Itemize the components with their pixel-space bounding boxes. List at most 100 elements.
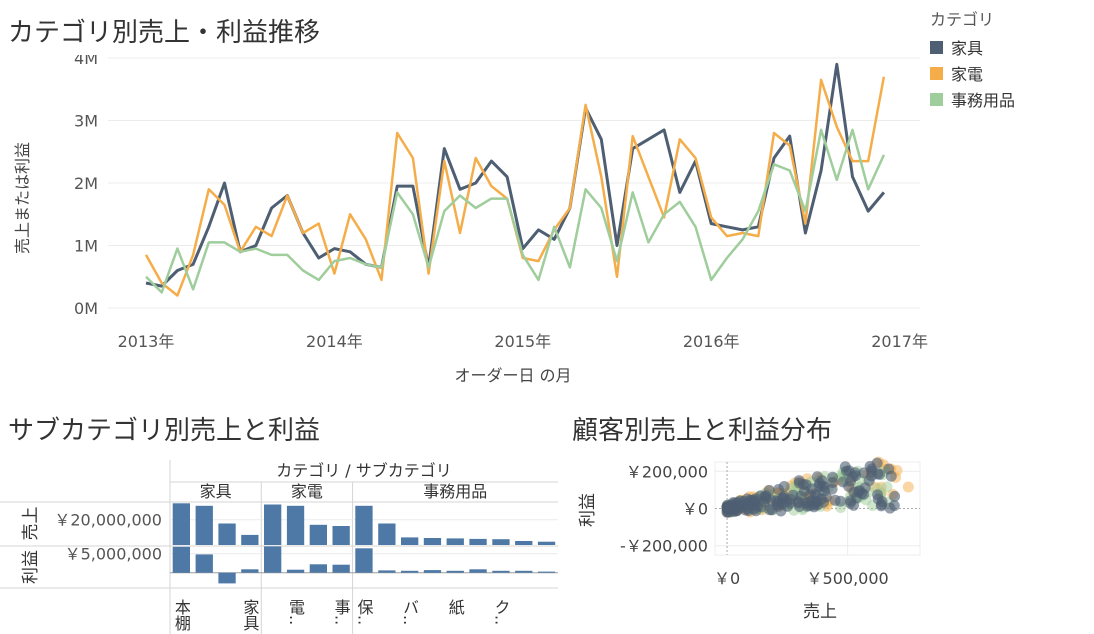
legend-label: 家電 <box>951 65 984 84</box>
line-chart-y-tick: 4M <box>74 55 98 68</box>
line-series-家具 <box>145 62 886 288</box>
bar-売上-4 <box>264 504 282 545</box>
legend-item-electronics[interactable]: 家電 <box>930 60 1015 86</box>
line-series-事務用品 <box>145 128 886 294</box>
bar-利益-0 <box>172 546 190 573</box>
scatter-point-家具 <box>764 504 776 516</box>
bar-chart-category-label: ク.. <box>491 599 510 625</box>
legend-label: 家具 <box>951 39 984 58</box>
legend-item-office-supplies[interactable]: 事務用品 <box>930 86 1015 112</box>
scatter-point-家具 <box>826 483 838 495</box>
bar-売上-3 <box>241 534 259 545</box>
line-chart-y-tick: 1M <box>74 237 98 256</box>
bar-売上-12 <box>446 538 464 545</box>
scatter-point-家具 <box>818 496 829 508</box>
legend-item-furniture[interactable]: 家具 <box>930 34 1015 60</box>
bar-chart-row-tick: ￥20,000,000 <box>54 511 162 530</box>
bar-利益-15 <box>515 570 533 573</box>
bar-売上-14 <box>492 539 510 545</box>
bar-利益-11 <box>423 570 442 573</box>
line-chart-y-tick: 0M <box>74 299 98 318</box>
scatter-point-家具 <box>723 503 735 515</box>
bar-利益-12 <box>446 570 464 573</box>
legend-title: カテゴリ <box>930 10 995 29</box>
legend-label: 事務用品 <box>951 91 1016 110</box>
line-chart-x-tick: 2014年 <box>306 332 363 351</box>
bar-chart-category-label: 事.. <box>332 599 351 625</box>
bar-売上-6 <box>309 524 327 545</box>
scatter-point-家具 <box>750 505 762 517</box>
bar-chart-group-label: 家具 <box>200 482 232 501</box>
bar-chart-category-label: 保.. <box>355 599 374 625</box>
scatter-point-家具 <box>839 461 851 473</box>
scatter-x-tick: ￥0 <box>714 569 740 588</box>
scatter-point-家具 <box>816 480 828 492</box>
line-chart-x-tick: 2017年 <box>871 332 928 351</box>
scatter-point-家具 <box>850 470 862 482</box>
bar-利益-5 <box>286 569 305 573</box>
legend-swatch <box>930 40 943 54</box>
bar-chart-category-label: 本棚 <box>172 599 191 632</box>
scatter-point-家具 <box>834 495 846 507</box>
bar-利益-7 <box>332 564 350 573</box>
bar-売上-11 <box>423 538 442 545</box>
scatter-y-tick: ￥200,000 <box>626 462 708 481</box>
scatter-point-家具 <box>827 471 839 483</box>
bar-chart-group-label: 事務用品 <box>423 482 487 501</box>
scatter-x-tick: ￥500,000 <box>807 569 889 588</box>
scatter-point-家具 <box>876 499 887 510</box>
scatter-point-家具 <box>787 489 799 501</box>
scatter-point-家具 <box>781 500 793 512</box>
bar-売上-13 <box>469 538 487 545</box>
scatter-point-家具 <box>863 475 875 487</box>
bar-売上-9 <box>378 523 396 545</box>
scatter-point-家具 <box>750 493 762 505</box>
bar-chart-category-label: 家具 <box>240 599 259 631</box>
scatter-y-tick: -￥200,000 <box>620 537 708 556</box>
scatter-point-家具 <box>777 492 788 504</box>
line-chart-x-tick: 2016年 <box>683 332 740 351</box>
bar-売上-7 <box>332 526 350 545</box>
scatter-point-家具 <box>885 470 897 482</box>
scatter-point-家具 <box>864 460 876 472</box>
bar-chart-category-label: バ.. <box>400 599 419 625</box>
scatter-chart: ￥200,000 ￥0 -￥200,000 ￥0 ￥500,000 売上 利益 <box>578 456 921 622</box>
line-series-家電 <box>144 76 886 297</box>
line-chart-title: カテゴリ別売上・利益推移 <box>8 18 321 48</box>
legend: カテゴリ 家具 家電 事務用品 <box>930 6 1015 112</box>
bar-利益-16 <box>537 571 556 573</box>
scatter-y-tick: ￥0 <box>682 500 708 519</box>
bar-chart-row-label: 利益 <box>21 550 41 584</box>
bar-売上-5 <box>286 505 305 545</box>
bar-chart-category-label: 紙 <box>446 599 465 616</box>
scatter-point-家具 <box>804 500 815 512</box>
bar-利益-10 <box>401 570 419 573</box>
scatter-point-事務用品 <box>881 481 893 493</box>
bar-利益-6 <box>309 564 327 573</box>
scatter-point-家具 <box>765 494 777 506</box>
bar-利益-8 <box>355 548 373 573</box>
bar-売上-15 <box>515 541 533 545</box>
bar-利益-14 <box>492 570 510 573</box>
scatter-point-家具 <box>797 478 809 490</box>
scatter-point-家具 <box>889 490 901 502</box>
bar-利益-13 <box>469 569 487 573</box>
scatter-point-家具 <box>884 502 896 514</box>
legend-swatch <box>930 66 943 80</box>
line-chart-x-tick: 2013年 <box>118 332 175 351</box>
bar-利益-4 <box>264 546 282 573</box>
bar-chart-title: サブカテゴリ別売上と利益 <box>8 416 321 446</box>
scatter-point-家具 <box>845 497 856 509</box>
scatter-point-家電 <box>902 481 914 493</box>
bar-利益-2 <box>218 572 236 584</box>
bar-chart: カテゴリ / サブカテゴリ 家具 家電 事務用品 売上 ￥20,000,000 利益 ￥5… <box>0 460 558 634</box>
bar-chart-header: カテゴリ / サブカテゴリ <box>276 461 452 480</box>
legend-swatch <box>930 92 943 106</box>
bar-売上-1 <box>195 505 213 545</box>
scatter-x-label: 売上 <box>803 602 837 622</box>
bar-chart-group-label: 家電 <box>291 482 323 501</box>
line-chart: 0M 1M 2M 3M 4M 2013年 2014年 2015年 2016年 2017年 売上ま… <box>13 55 928 385</box>
bar-売上-0 <box>172 503 190 545</box>
line-chart-x-tick: 2015年 <box>494 332 551 351</box>
line-chart-y-label: 売上または利益 <box>13 142 32 254</box>
